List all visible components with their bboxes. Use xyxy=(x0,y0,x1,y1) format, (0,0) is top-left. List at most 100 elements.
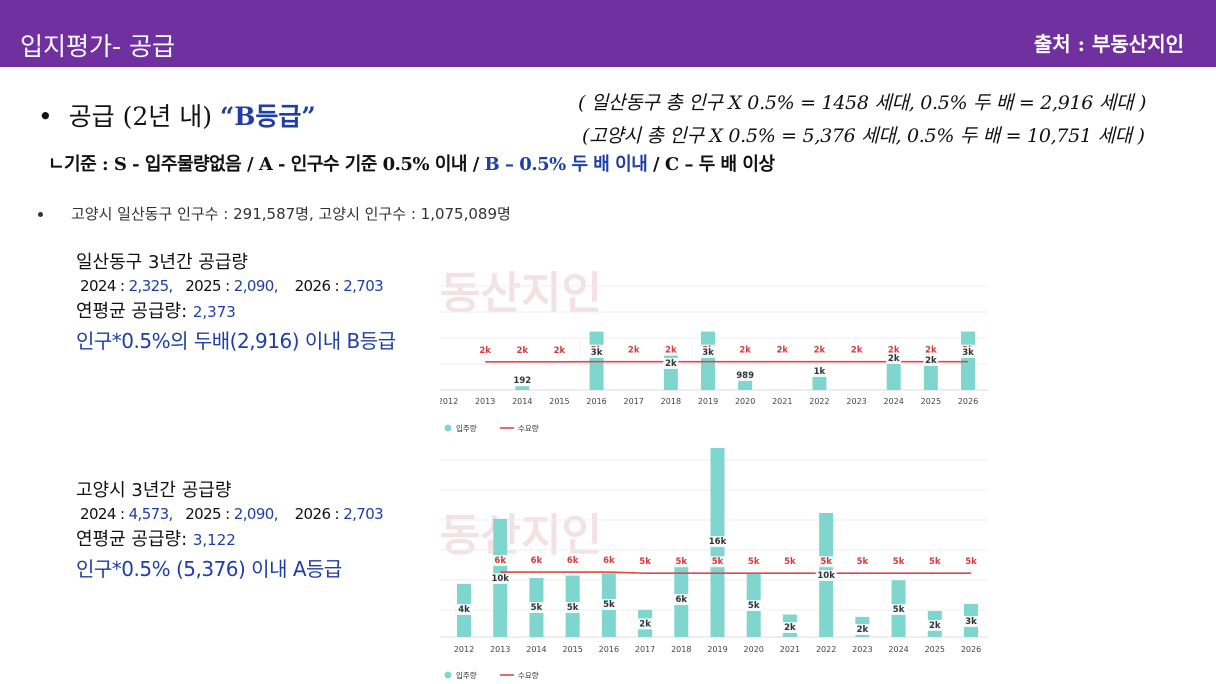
x-tick-label: 2024 xyxy=(884,397,904,406)
year-value: 2,703 xyxy=(343,505,384,523)
population-line: 고양시 일산동구 인구수 : 291,587명, 고양시 인구수 : 1,075… xyxy=(38,203,511,224)
demand-label: 2k xyxy=(814,346,826,356)
x-tick-label: 2014 xyxy=(512,397,532,406)
supply-label: 2k xyxy=(888,354,900,364)
demand-label-bg xyxy=(637,556,654,568)
demand-label: 6k xyxy=(603,556,615,566)
supply-bar xyxy=(515,386,530,390)
supply-bar xyxy=(663,351,678,390)
legend-demand-label: 수요량 xyxy=(518,671,539,680)
demand-label: 2k xyxy=(628,346,640,356)
supply-label: 989 xyxy=(736,371,754,381)
supply-label-bg xyxy=(963,616,979,627)
year-value: 2,090, xyxy=(233,277,279,295)
supply-label-bg xyxy=(511,375,533,386)
ilsan-average: 연평균 공급량: 2,373 xyxy=(76,297,396,323)
x-tick-label: 2015 xyxy=(562,645,582,654)
bullet-marker: • xyxy=(38,102,53,131)
x-tick-label: 2026 xyxy=(961,645,981,654)
demand-label: 6k xyxy=(567,556,579,566)
supply-label: 3k xyxy=(591,348,603,358)
ilsan-supply-chart: 동산지인2k2k2k2k2k2k2k2k2k2k2k2k2k2k1923k2k3… xyxy=(440,268,988,433)
x-tick-label: 2020 xyxy=(744,645,764,654)
avg-value: 3,122 xyxy=(192,531,236,549)
goyang-years: 2024 : 4,573, 2025 : 2,090, 2026 : 2,703 xyxy=(80,505,384,523)
x-tick-label: 2012 xyxy=(440,397,458,406)
criteria-prefix: ㄴ기준 : S - 입주물량없음 / A - 인구수 기준 0.5% 이내 / xyxy=(48,154,485,175)
year-value: 2,703 xyxy=(343,277,384,295)
note-ilsan: ( 일산동구 총 인구 X 0.5% = 1458 세대, 0.5% 두 배 =… xyxy=(578,92,1147,114)
demand-label: 5k xyxy=(748,557,760,567)
demand-label: 2k xyxy=(516,346,528,356)
demand-label-bg xyxy=(922,344,939,356)
note-goyang: (고양시 총 인구 X 0.5% = 5,376 세대, 0.5% 두 배 = … xyxy=(582,125,1145,147)
x-tick-label: 2024 xyxy=(888,645,908,654)
demand-label: 2k xyxy=(739,346,751,356)
supply-label: 1k xyxy=(814,367,826,377)
demand-label-bg xyxy=(709,556,726,568)
supply-label-bg xyxy=(815,570,837,581)
main-bullet: • 공급 (2년 내) “B등급” xyxy=(38,97,316,133)
demand-label-bg xyxy=(528,555,545,567)
page-title: 입지평가- 공급 xyxy=(20,32,175,61)
demand-label: 5k xyxy=(784,557,796,567)
supply-label-bg xyxy=(565,602,581,613)
criteria-suffix: / C – 두 배 이상 xyxy=(647,154,775,175)
supply-label-bg xyxy=(673,594,689,605)
demand-label-bg xyxy=(781,556,798,568)
x-tick-label: 2015 xyxy=(549,397,569,406)
avg-label: 연평균 공급량: xyxy=(76,529,193,550)
ilsan-summary: 일산동구 3년간 공급량 2024 : 2,325, 2025 : 2,090,… xyxy=(76,248,396,354)
x-tick-label: 2025 xyxy=(925,645,945,654)
x-tick-label: 2016 xyxy=(599,645,619,654)
goyang-heading: 고양시 3년간 공급량 xyxy=(76,480,232,501)
supply-label: 5k xyxy=(567,603,579,613)
year-label: 2024 : xyxy=(80,505,129,523)
x-tick-label: 2012 xyxy=(454,645,474,654)
supply-label-bg xyxy=(601,599,617,610)
legend-supply-marker xyxy=(444,424,452,432)
year-value: 4,573, xyxy=(128,505,174,523)
demand-label-bg xyxy=(926,556,943,568)
year-label: 2025 : xyxy=(185,277,234,295)
year-value: 2,325, xyxy=(128,277,174,295)
supply-label-bg xyxy=(528,602,544,613)
supply-label: 5k xyxy=(603,600,615,610)
x-tick-label: 2018 xyxy=(671,645,691,654)
criteria-b: B – 0.5% 두 배 이내 xyxy=(484,154,648,175)
demand-label: 2k xyxy=(479,346,491,356)
legend-supply-marker xyxy=(444,671,452,679)
supply-label: 5k xyxy=(893,605,905,615)
supply-label: 5k xyxy=(531,603,543,613)
demand-label-bg xyxy=(477,344,494,356)
x-tick-label: 2021 xyxy=(780,645,800,654)
supply-label: 2k xyxy=(925,356,937,366)
demand-label: 2k xyxy=(888,346,900,356)
demand-label: 5k xyxy=(857,557,869,567)
demand-label-bg xyxy=(848,344,865,356)
x-tick-label: 2020 xyxy=(735,397,755,406)
supply-label-bg xyxy=(886,353,902,364)
demand-label: 5k xyxy=(675,557,687,567)
grade-label: “B등급” xyxy=(219,102,316,131)
ilsan-heading: 일산동구 3년간 공급량 xyxy=(76,252,248,273)
demand-label-bg xyxy=(551,344,568,356)
supply-label-bg xyxy=(782,622,798,633)
year-label: 2026 : xyxy=(294,277,344,295)
demand-label-bg xyxy=(600,555,617,567)
demand-label-bg xyxy=(818,556,835,568)
goyang-summary: 고양시 3년간 공급량 2024 : 4,573, 2025 : 2,090, … xyxy=(76,476,384,582)
supply-label: 2k xyxy=(639,619,651,629)
supply-label: 10k xyxy=(491,574,509,584)
supply-label-bg xyxy=(960,347,976,358)
goyang-result: 인구*0.5% (5,376) 이내 A등급 xyxy=(76,557,342,581)
demand-label-bg xyxy=(963,556,979,568)
demand-label-bg xyxy=(811,344,828,356)
supply-label: 2k xyxy=(784,623,796,633)
supply-label-bg xyxy=(637,618,653,630)
x-tick-label: 2023 xyxy=(852,645,872,654)
supply-label-bg xyxy=(854,624,870,635)
chart-watermark: 동산지인 xyxy=(440,510,602,561)
demand-label-bg xyxy=(854,556,871,568)
